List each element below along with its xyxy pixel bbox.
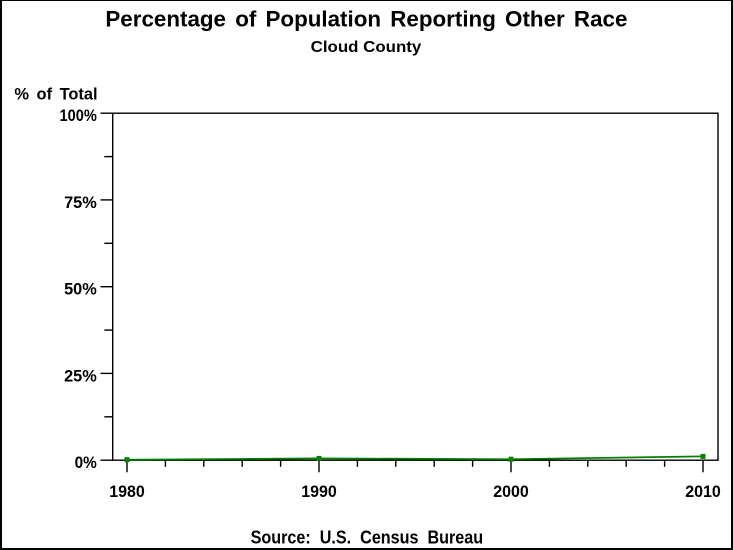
svg-text:2000: 2000	[493, 483, 529, 501]
svg-text:0%: 0%	[75, 454, 97, 472]
svg-text:Percentage of Population Repor: Percentage of Population Reporting Other…	[105, 6, 627, 31]
svg-text:25%: 25%	[64, 367, 97, 385]
svg-text:Cloud County: Cloud County	[311, 39, 422, 56]
svg-text:75%: 75%	[64, 194, 97, 212]
svg-text:50%: 50%	[64, 281, 97, 299]
svg-text:100%: 100%	[60, 107, 98, 125]
svg-text:2010: 2010	[685, 483, 721, 501]
svg-text:% of Total: % of Total	[14, 86, 97, 104]
svg-text:1990: 1990	[301, 483, 337, 501]
svg-text:1980: 1980	[109, 483, 145, 501]
svg-text:Source: U.S. Census Bureau: Source: U.S. Census Bureau	[251, 527, 484, 547]
